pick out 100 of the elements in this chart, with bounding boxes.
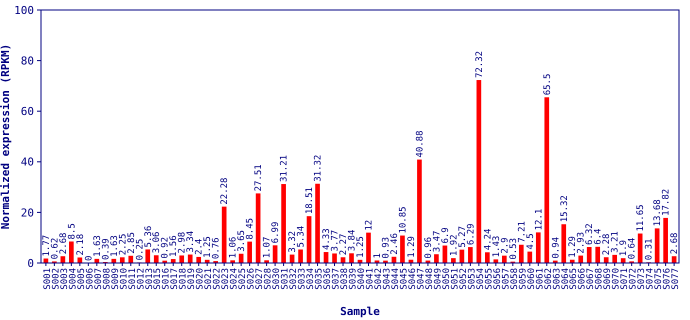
data-label: 6.29 [466, 223, 476, 246]
data-label: 31.21 [280, 154, 290, 182]
data-label: 0.96 [424, 236, 434, 259]
x-tick-label: S056 [492, 268, 503, 290]
x-tick-label: S058 [510, 268, 520, 290]
x-tick-label: S012 [136, 268, 146, 290]
x-tick-label: S062 [544, 268, 554, 290]
x-tick-label: S055 [484, 268, 494, 290]
x-tick-label: S077 [671, 268, 682, 290]
data-label: 15.32 [560, 195, 570, 222]
data-label: 22.28 [220, 178, 230, 205]
y-tick-label: 60 [20, 105, 34, 118]
x-tick-label: S044 [390, 268, 401, 290]
x-tick-label: S053 [467, 268, 478, 290]
x-tick-label: S061 [535, 268, 546, 290]
x-tick-label: S043 [382, 268, 392, 290]
x-tick-label: S050 [442, 268, 452, 290]
data-label: 6.99 [271, 222, 282, 244]
x-tick-label: S009 [110, 268, 121, 290]
x-tick-label: S002 [51, 268, 62, 290]
x-tick-label: S047 [416, 268, 426, 290]
x-tick-label: S051 [450, 268, 460, 290]
data-label: 0.76 [212, 237, 222, 260]
x-tick-label: S003 [60, 268, 70, 290]
data-label: 65.5 [542, 74, 553, 96]
x-tick-label: S040 [357, 268, 367, 290]
data-label: 2.46 [390, 233, 400, 255]
data-label: 1.63 [110, 235, 120, 257]
data-label: 7.21 [517, 221, 528, 243]
data-label: 2.9 [500, 237, 510, 254]
data-label: 2.85 [126, 232, 137, 254]
x-tick-label: S010 [119, 268, 130, 290]
data-label: 0.64 [628, 238, 638, 260]
x-tick-label: S060 [526, 268, 537, 290]
data-label: 4.5 [526, 233, 536, 250]
data-label: 3.47 [432, 230, 442, 252]
y-tick-label: 100 [14, 4, 34, 17]
x-tick-label: S041 [365, 268, 376, 290]
data-label: 1.63 [92, 235, 103, 257]
x-tick-label: S001 [42, 268, 53, 290]
data-label: 2.68 [58, 232, 69, 254]
x-tick-label: S008 [102, 268, 112, 290]
x-tick-label: S064 [560, 268, 571, 290]
data-label: 2.68 [670, 232, 680, 254]
x-axis-title: Sample [340, 305, 380, 318]
x-tick-label: S049 [433, 268, 444, 290]
data-label: 72.32 [474, 50, 485, 78]
x-tick-label: S004 [68, 268, 78, 290]
y-tick-label: 20 [20, 206, 34, 220]
data-label: 2.18 [76, 234, 86, 256]
x-tick-label: S057 [501, 268, 512, 290]
data-label: 18.51 [305, 187, 316, 214]
data-label: 17.82 [662, 188, 672, 216]
data-label: 0.39 [101, 238, 112, 260]
x-tick-label: S006 [85, 268, 96, 290]
data-label: 11.65 [636, 204, 646, 232]
data-label: 1.25 [356, 236, 366, 258]
data-label: 0.53 [508, 238, 519, 260]
data-label: 8.5 [67, 223, 78, 240]
y-tick-label: 0 [27, 256, 34, 270]
data-label: 5.36 [144, 226, 154, 248]
data-label: 12 [364, 220, 374, 231]
x-tick-label: S007 [94, 268, 104, 290]
data-label: 0 [84, 256, 94, 261]
data-label: 0.31 [644, 238, 655, 260]
data-label: 10.85 [398, 206, 408, 234]
x-tick-label: S045 [399, 268, 410, 290]
x-tick-label: S063 [552, 268, 562, 290]
data-label: 0.62 [50, 238, 60, 260]
data-label: 12.1 [534, 208, 544, 230]
x-tick-label: S048 [424, 268, 435, 290]
data-label: 2.25 [118, 234, 128, 256]
data-label: 6.9 [440, 227, 451, 244]
x-tick-label: S054 [476, 268, 486, 290]
data-label: 1.29 [406, 236, 417, 258]
data-label: 1.43 [492, 236, 502, 258]
data-label: 13.68 [653, 199, 664, 226]
x-tick-label: S013 [144, 268, 155, 290]
data-label: 5.27 [458, 226, 468, 248]
x-tick-label: S052 [458, 268, 469, 290]
data-label: 0.25 [135, 238, 146, 260]
x-tick-label: S046 [408, 268, 418, 290]
y-tick-label: 40 [20, 156, 34, 169]
data-label: 1.77 [42, 234, 52, 257]
data-label: 31.32 [314, 154, 324, 182]
data-label: 8.45 [246, 218, 256, 240]
y-tick-label: 80 [20, 54, 34, 68]
data-label: 5.34 [296, 226, 307, 248]
data-label: 1 [372, 253, 383, 258]
x-tick-label: S005 [76, 268, 87, 290]
data-label: 0.94 [551, 236, 562, 259]
data-label: 4.24 [483, 228, 494, 250]
x-tick-label: S042 [374, 268, 384, 290]
data-label: 40.88 [415, 130, 426, 158]
x-tick-label: S011 [128, 268, 138, 290]
y-axis-title: Normalized expression (RPKM) [0, 44, 12, 230]
x-tick-label: S059 [518, 268, 528, 290]
data-label: 0.93 [381, 236, 392, 259]
data-label: 27.51 [254, 164, 264, 192]
data-label: 1.92 [449, 234, 460, 256]
